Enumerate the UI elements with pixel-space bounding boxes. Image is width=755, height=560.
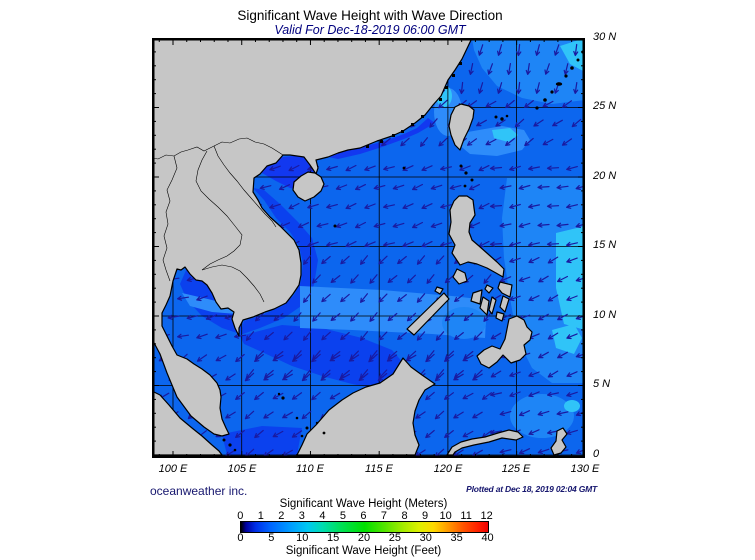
meters-tick: 6 xyxy=(360,510,367,522)
lat-label-25n: 25 N xyxy=(593,100,617,112)
feet-tick: 15 xyxy=(326,532,340,544)
meters-tick: 12 xyxy=(480,510,493,522)
lon-label-105e: 105 E xyxy=(227,463,257,475)
lat-label-5n: 5 N xyxy=(593,378,611,390)
lon-label-130e: 130 E xyxy=(570,463,600,475)
lon-label-125e: 125 E xyxy=(501,463,531,475)
valid-time-subtitle: Valid For Dec-18-2019 06:00 GMT xyxy=(274,23,466,37)
islets-layer xyxy=(222,50,585,452)
land-palawan xyxy=(406,292,450,336)
legend-meters-title: Significant Wave Height (Meters) xyxy=(279,498,448,510)
meters-tick: 7 xyxy=(380,510,388,522)
land-layer xyxy=(152,38,568,456)
land-borneo xyxy=(296,357,436,456)
lat-label-10n: 10 N xyxy=(593,309,617,321)
feet-tick: 0 xyxy=(237,532,244,544)
map-svg xyxy=(152,38,585,458)
meters-tick: 2 xyxy=(278,510,285,522)
meters-tick: 1 xyxy=(257,510,264,522)
lat-label-15n: 15 N xyxy=(593,239,617,251)
feet-tick: 5 xyxy=(268,532,275,544)
meters-tick: 4 xyxy=(319,510,326,522)
meters-tick: 5 xyxy=(339,510,346,522)
land-hainan xyxy=(292,171,325,202)
land-leyte xyxy=(499,295,510,313)
land-panay xyxy=(470,289,483,305)
page-title: Significant Wave Height with Wave Direct… xyxy=(237,8,503,23)
borders-layer xyxy=(152,137,284,303)
meters-tick: 11 xyxy=(460,510,472,522)
feet-tick: 35 xyxy=(450,532,463,544)
meters-tick: 3 xyxy=(298,510,305,522)
land-negros xyxy=(479,296,490,316)
land-halmahera xyxy=(550,427,568,456)
lon-label-120e: 120 E xyxy=(433,463,463,475)
land-mindoro xyxy=(452,268,468,285)
land-asia-mainland xyxy=(152,38,473,437)
meters-tick: 8 xyxy=(401,510,408,522)
meters-tick: 10 xyxy=(439,510,452,522)
feet-tick: 30 xyxy=(419,532,432,544)
feet-tick: 25 xyxy=(388,532,402,544)
lon-label-100e: 100 E xyxy=(158,463,188,475)
feet-tick: 20 xyxy=(357,532,371,544)
lat-label-30n: 30 N xyxy=(593,31,617,43)
wave-height-colorbar xyxy=(240,521,489,533)
land-bohol xyxy=(495,311,505,322)
legend-feet-title: Significant Wave Height (Feet) xyxy=(285,545,442,557)
land-mindanao xyxy=(476,315,533,369)
land-samar xyxy=(497,281,513,298)
plotted-timestamp: Plotted at Dec 18, 2019 02:04 GMT xyxy=(466,484,597,494)
land-luzon xyxy=(448,195,505,278)
lat-label-20n: 20 N xyxy=(593,170,617,182)
legend-feet-ticks: 0 5 10 15 20 25 30 35 40 xyxy=(225,532,503,544)
meters-tick: 9 xyxy=(421,510,429,522)
lon-label-110e: 110 E xyxy=(296,463,324,475)
lon-label-115e: 115 E xyxy=(365,463,393,475)
lat-label-0: 0 xyxy=(593,448,600,460)
legend-meters-ticks: 0 1 2 3 4 5 6 7 8 9 10 11 12 xyxy=(230,510,497,522)
map-frame xyxy=(152,38,585,458)
land-taiwan xyxy=(448,103,475,151)
feet-tick: 40 xyxy=(481,532,494,544)
credit-text: oceanweather inc. xyxy=(150,484,248,498)
land-sulawesi xyxy=(446,429,524,456)
land-sumatra xyxy=(152,390,223,456)
land-cebu xyxy=(488,296,497,315)
meters-tick: 0 xyxy=(237,510,244,522)
feet-tick: 10 xyxy=(296,532,309,544)
map-canvas xyxy=(152,38,585,458)
